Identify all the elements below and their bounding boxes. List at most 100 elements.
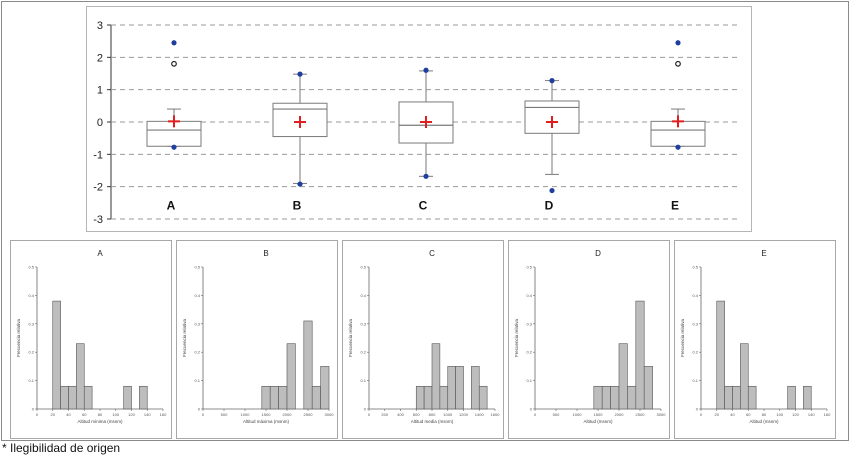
outlier-point-open <box>171 60 177 67</box>
y-tick-label: 0.1 <box>194 378 200 383</box>
y-tick-label: 0.2 <box>692 350 698 355</box>
histogram-bar <box>68 385 77 410</box>
histogram-bar <box>610 385 620 410</box>
histogram-bar <box>83 385 93 410</box>
x-tick-label: 800 <box>429 412 436 417</box>
x-tick-label: 600 <box>413 412 420 417</box>
y-axis-label: Frecuencia relativa <box>182 319 187 358</box>
y-tick-label: 0.4 <box>692 293 698 298</box>
histogram-bar <box>471 366 480 410</box>
histogram-title: D <box>595 249 601 258</box>
y-tick-label: 0.5 <box>692 265 698 270</box>
outlier-point <box>549 78 555 84</box>
category-label: A <box>167 198 176 212</box>
outlier-point <box>171 144 177 150</box>
y-tick-label: 0.5 <box>28 265 34 270</box>
outlier-point <box>675 144 681 150</box>
y-axis-label: Frecuencia relativa <box>680 319 685 358</box>
histogram-title: A <box>97 249 103 258</box>
histogram-bar <box>439 385 449 410</box>
histogram-bar <box>320 366 330 410</box>
histogram-title: E <box>761 249 766 258</box>
histogram-bar <box>732 385 741 410</box>
outlier-point <box>171 40 177 46</box>
y-tick-label: 1 <box>97 85 103 97</box>
y-tick-label: 0 <box>364 407 367 412</box>
x-tick-label: 0 <box>534 412 537 417</box>
x-tick-label: 160 <box>824 412 831 417</box>
y-tick-label: 0.5 <box>526 265 532 270</box>
y-axis-label: Frecuencia relativa <box>348 319 353 358</box>
category-label: C <box>419 198 428 212</box>
histogram-chart-b: B 0.5 0.4 0.3 0.2 0.1 00 500 1000 1500 2000 2500 300… <box>182 249 334 424</box>
y-tick-label: 0.2 <box>526 350 532 355</box>
histogram-bar <box>269 385 279 410</box>
y-tick-label: 0.1 <box>526 378 532 383</box>
x-tick-label: 20 <box>51 412 56 417</box>
histogram-bar <box>52 300 61 410</box>
histogram-panel-d: D 0.5 0.4 0.3 0.2 0.1 0 0 500 1000 1500 2000 2500 300… <box>508 240 670 439</box>
histogram-bar <box>261 385 271 410</box>
histogram-bar <box>627 385 637 410</box>
y-tick-label: 0 <box>530 407 533 412</box>
footnote: * Ilegibilidad de origen <box>2 441 121 455</box>
histogram-title: C <box>429 249 435 258</box>
histogram-bar <box>593 385 603 410</box>
x-tick-label: 1400 <box>475 412 485 417</box>
histogram-bar <box>123 385 132 410</box>
histogram-bar <box>747 385 757 410</box>
y-axis-label: Frecuencia relativa <box>16 319 21 358</box>
histogram-bar <box>278 385 288 410</box>
histogram-bar <box>716 300 725 410</box>
x-tick-label: 80 <box>98 412 103 417</box>
histogram-bar <box>303 320 313 410</box>
y-tick-label: 0.3 <box>28 321 34 326</box>
histogram-bar <box>139 385 148 410</box>
histogram-bar <box>455 366 464 410</box>
y-tick-label: 0.1 <box>28 378 34 383</box>
x-tick-label: 60 <box>82 412 87 417</box>
x-axis-label: Altitud media (msnm) <box>411 419 454 424</box>
y-axis-label: Frecuencia relativa <box>514 319 519 358</box>
x-tick-label: 1200 <box>459 412 469 417</box>
histogram-bar <box>635 300 645 410</box>
outlier-point <box>423 67 429 73</box>
category-label: D <box>545 198 554 212</box>
histogram-bar <box>478 385 488 410</box>
histogram-bar <box>286 343 296 410</box>
y-tick-label: 0 <box>198 407 201 412</box>
y-tick-label: 0.4 <box>360 293 366 298</box>
y-tick-label: 3 <box>97 20 103 32</box>
x-tick-label: 120 <box>128 412 135 417</box>
x-tick-label: 80 <box>762 412 767 417</box>
x-tick-label: 140 <box>808 412 815 417</box>
x-tick-label: 400 <box>397 412 404 417</box>
x-tick-label: 2500 <box>304 412 314 417</box>
histogram-bar <box>618 343 628 410</box>
x-tick-label: 500 <box>221 412 228 417</box>
histogram-bar <box>447 366 456 410</box>
x-tick-label: 0 <box>700 412 703 417</box>
histogram-bar <box>601 385 611 410</box>
x-tick-label: 1500 <box>262 412 272 417</box>
x-tick-label: 20 <box>715 412 720 417</box>
y-tick-label: 0 <box>32 407 35 412</box>
histogram-panel-c: C 0.5 0.4 0.3 0.2 0.1 0 0 200 400 600 800 1000 1200 14… <box>342 240 504 439</box>
y-tick-label: 0.1 <box>692 378 698 383</box>
x-tick-label: 160 <box>160 412 167 417</box>
y-tick-label: -3 <box>93 214 103 226</box>
y-tick-label: 0.5 <box>194 265 200 270</box>
x-tick-label: 2000 <box>283 412 293 417</box>
histogram-bar <box>76 343 85 410</box>
x-axis-label: Altitud (msnm) <box>583 419 613 424</box>
y-tick-label: 0.3 <box>526 321 532 326</box>
histogram-bar <box>415 385 425 410</box>
x-tick-label: 100 <box>112 412 119 417</box>
x-tick-label: 100 <box>776 412 783 417</box>
x-tick-label: 140 <box>144 412 151 417</box>
histogram-chart-c: C 0.5 0.4 0.3 0.2 0.1 00 200 400 600 800 1000 1200 14… <box>348 249 501 424</box>
histogram-bar <box>803 385 812 410</box>
histogram-title: B <box>263 249 268 258</box>
x-tick-label: 1600 <box>491 412 501 417</box>
x-tick-label: 120 <box>792 412 799 417</box>
